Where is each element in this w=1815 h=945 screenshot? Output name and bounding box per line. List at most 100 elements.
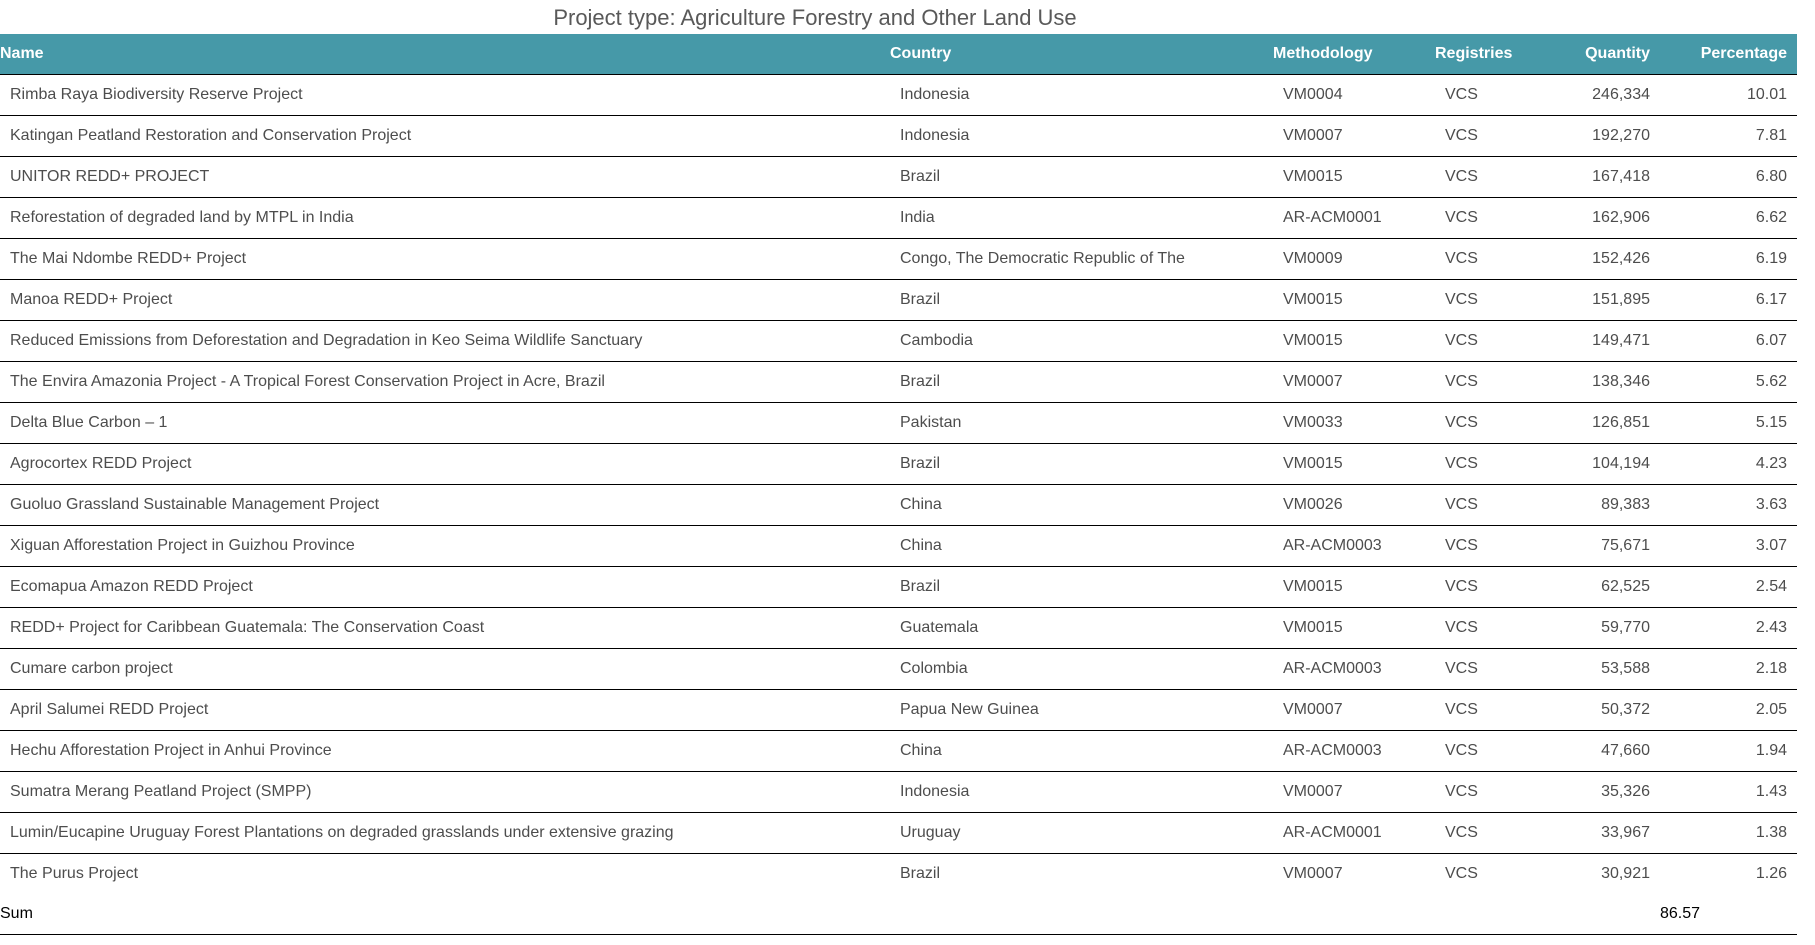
cell-name: Reduced Emissions from Deforestation and… [0, 320, 890, 362]
cell-percentage: 2.54 [1660, 566, 1797, 608]
header-row: Name Country Methodology Registries Quan… [0, 34, 1797, 75]
cell-quantity: 59,770 [1545, 607, 1660, 649]
cell-registries: VCS [1435, 812, 1545, 854]
cell-quantity: 75,671 [1545, 525, 1660, 567]
column-header-methodology[interactable]: Methodology [1273, 34, 1435, 75]
cell-country: Indonesia [890, 771, 1273, 813]
cell-methodology: AR-ACM0001 [1273, 812, 1435, 854]
cell-country: Brazil [890, 443, 1273, 485]
cell-percentage: 1.94 [1660, 730, 1797, 772]
table-row: The Mai Ndombe REDD+ Project Congo, The D… [0, 238, 1797, 280]
cell-percentage: 6.19 [1660, 238, 1797, 280]
cell-registries: VCS [1435, 238, 1545, 280]
cell-methodology: VM0007 [1273, 771, 1435, 813]
table-row: Guoluo Grassland Sustainable Management … [0, 484, 1797, 526]
cell-name: The Mai Ndombe REDD+ Project [0, 238, 890, 280]
cell-country: Brazil [890, 566, 1273, 608]
cell-registries: VCS [1435, 771, 1545, 813]
column-header-percentage[interactable]: Percentage [1660, 34, 1797, 75]
cell-registries: VCS [1435, 443, 1545, 485]
sum-methodology-cell [1273, 894, 1435, 935]
table-row: Sumatra Merang Peatland Project (SMPP) In… [0, 771, 1797, 813]
table-row: The Envira Amazonia Project - A Tropical… [0, 361, 1797, 403]
cell-name: Cumare carbon project [0, 648, 890, 690]
table-row: UNITOR REDD+ PROJECT Brazil VM0015 VCS 167,4… [0, 156, 1797, 198]
cell-name: Rimba Raya Biodiversity Reserve Project [0, 74, 890, 116]
cell-methodology: VM0007 [1273, 115, 1435, 157]
cell-country: Cambodia [890, 320, 1273, 362]
cell-registries: VCS [1435, 361, 1545, 403]
cell-country: Brazil [890, 853, 1273, 894]
cell-quantity: 152,426 [1545, 238, 1660, 280]
cell-quantity: 246,334 [1545, 74, 1660, 116]
cell-methodology: VM0015 [1273, 607, 1435, 649]
cell-registries: VCS [1435, 525, 1545, 567]
cell-methodology: AR-ACM0003 [1273, 525, 1435, 567]
cell-methodology: VM0004 [1273, 74, 1435, 116]
cell-country: Indonesia [890, 74, 1273, 116]
cell-quantity: 151,895 [1545, 279, 1660, 321]
cell-registries: VCS [1435, 279, 1545, 321]
cell-methodology: VM0015 [1273, 443, 1435, 485]
cell-name: Katingan Peatland Restoration and Conser… [0, 115, 890, 157]
column-header-registries[interactable]: Registries [1435, 34, 1545, 75]
cell-methodology: AR-ACM0003 [1273, 648, 1435, 690]
table-row: Xiguan Afforestation Project in Guizhou … [0, 525, 1797, 567]
cell-name: UNITOR REDD+ PROJECT [0, 156, 890, 198]
cell-percentage: 6.07 [1660, 320, 1797, 362]
cell-methodology: VM0007 [1273, 853, 1435, 894]
cell-methodology: VM0007 [1273, 689, 1435, 731]
sum-quantity-cell [1545, 894, 1660, 935]
cell-registries: VCS [1435, 484, 1545, 526]
cell-country: Colombia [890, 648, 1273, 690]
cell-methodology: AR-ACM0001 [1273, 197, 1435, 239]
cell-registries: VCS [1435, 730, 1545, 772]
cell-percentage: 10.01 [1660, 74, 1797, 116]
cell-quantity: 126,851 [1545, 402, 1660, 444]
cell-country: China [890, 525, 1273, 567]
cell-registries: VCS [1435, 853, 1545, 894]
column-header-name[interactable]: Name [0, 34, 890, 75]
table-row: April Salumei REDD Project Papua New Guin… [0, 689, 1797, 731]
cell-methodology: VM0009 [1273, 238, 1435, 280]
cell-methodology: AR-ACM0003 [1273, 730, 1435, 772]
cell-quantity: 50,372 [1545, 689, 1660, 731]
page-title: Project type: Agriculture Forestry and O… [553, 5, 1077, 30]
cell-percentage: 4.23 [1660, 443, 1797, 485]
cell-country: China [890, 730, 1273, 772]
table-row: Delta Blue Carbon – 1 Pakistan VM0033 VCS 12… [0, 402, 1797, 444]
column-header-country[interactable]: Country [890, 34, 1273, 75]
cell-percentage: 5.15 [1660, 402, 1797, 444]
sum-percentage: 86.57 [1660, 905, 1701, 922]
cell-registries: VCS [1435, 402, 1545, 444]
cell-country: Brazil [890, 279, 1273, 321]
cell-quantity: 167,418 [1545, 156, 1660, 198]
cell-quantity: 30,921 [1545, 853, 1660, 894]
cell-quantity: 104,194 [1545, 443, 1660, 485]
cell-name: Guoluo Grassland Sustainable Management … [0, 484, 890, 526]
cell-quantity: 192,270 [1545, 115, 1660, 157]
cell-percentage: 6.17 [1660, 279, 1797, 321]
cell-percentage: 3.07 [1660, 525, 1797, 567]
cell-methodology: VM0015 [1273, 566, 1435, 608]
cell-country: Brazil [890, 361, 1273, 403]
table-row: Agrocortex REDD Project Brazil VM0015 VCS 10… [0, 443, 1797, 485]
cell-percentage: 5.62 [1660, 361, 1797, 403]
cell-percentage: 1.38 [1660, 812, 1797, 854]
cell-quantity: 138,346 [1545, 361, 1660, 403]
table-row: Manoa REDD+ Project Brazil VM0015 VCS 151,89… [0, 279, 1797, 321]
sum-row: Sum 86.57 [0, 894, 1797, 935]
table-footer: Sum 86.57 [0, 894, 1797, 935]
cell-country: Uruguay [890, 812, 1273, 854]
cell-name: Sumatra Merang Peatland Project (SMPP) [0, 771, 890, 813]
cell-country: Brazil [890, 156, 1273, 198]
cell-methodology: VM0033 [1273, 402, 1435, 444]
cell-percentage: 1.26 [1660, 853, 1797, 894]
cell-registries: VCS [1435, 648, 1545, 690]
cell-name: Reforestation of degraded land by MTPL i… [0, 197, 890, 239]
cell-percentage: 3.63 [1660, 484, 1797, 526]
cell-registries: VCS [1435, 197, 1545, 239]
cell-country: Indonesia [890, 115, 1273, 157]
column-header-quantity[interactable]: Quantity [1545, 34, 1660, 75]
cell-quantity: 53,588 [1545, 648, 1660, 690]
